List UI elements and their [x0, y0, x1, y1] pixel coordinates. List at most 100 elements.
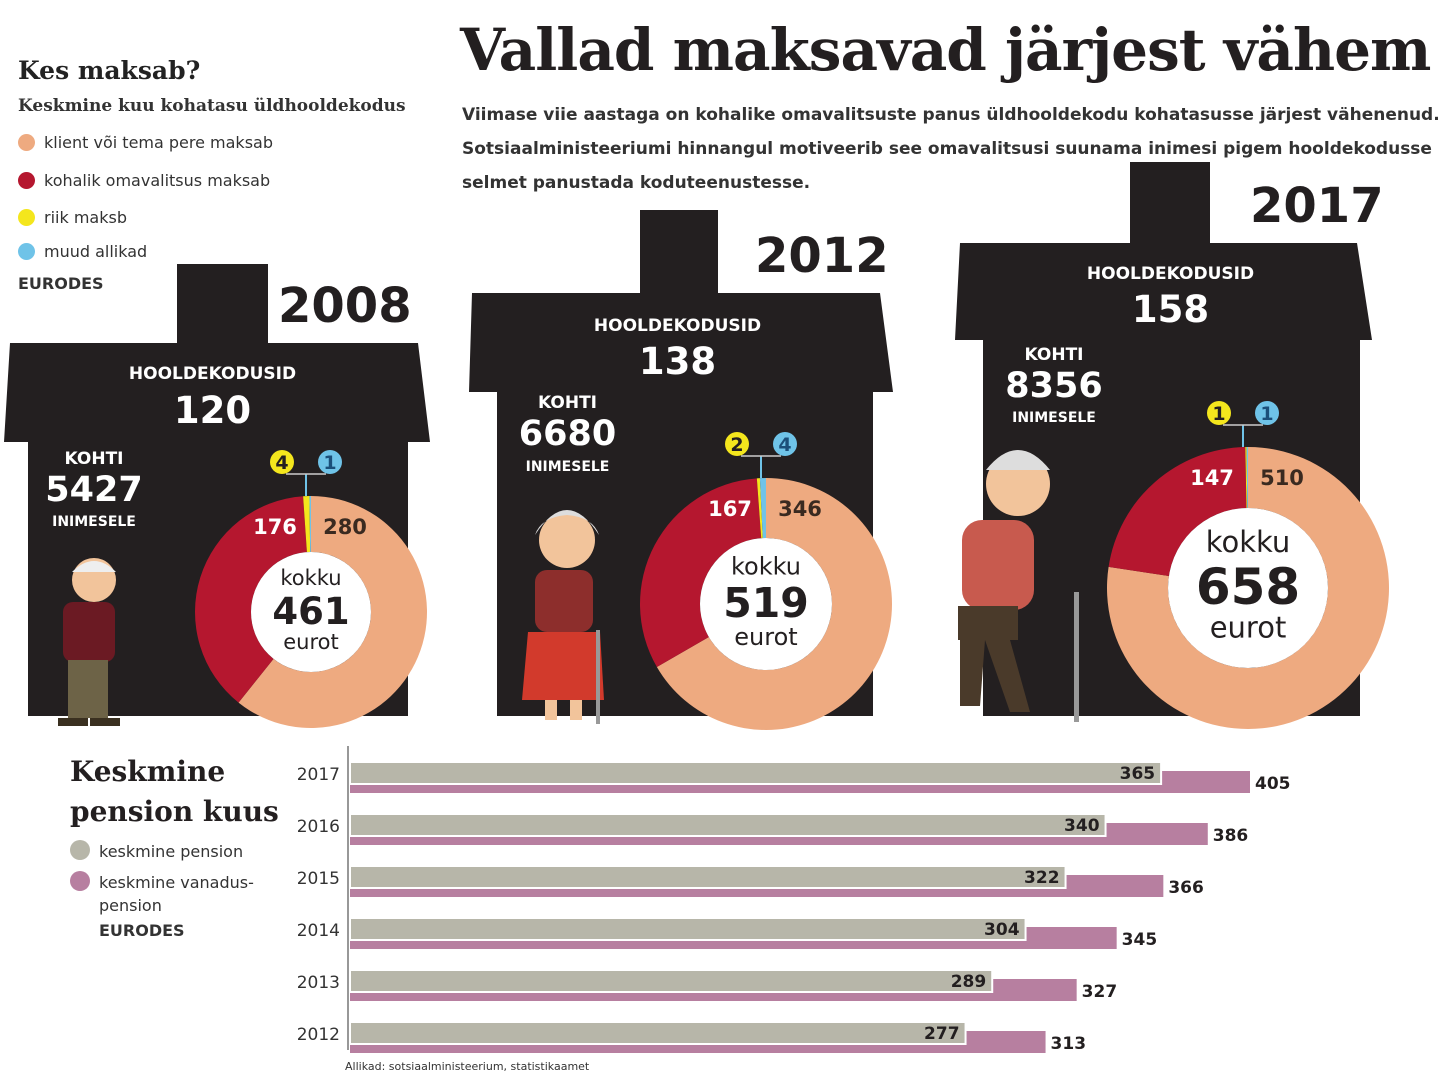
bar-row-2014: 2014 304 345	[297, 917, 1158, 950]
label-state-2008: 4	[275, 452, 288, 474]
bar-avg-pension-label: 322	[1024, 868, 1060, 888]
bar-old-age-pension-label: 366	[1168, 878, 1204, 898]
bar-year-label: 2014	[297, 921, 340, 941]
bar-year-label: 2017	[297, 765, 340, 785]
label-other-2008: 1	[323, 452, 336, 474]
bar-row-2017: 2017 365 405	[297, 761, 1291, 794]
intro-line-3: selmet panustada koduteenustesse.	[462, 173, 811, 193]
homes-value-2012: 138	[638, 340, 717, 383]
slice-other-2012	[759, 478, 766, 539]
slice-municipality-2017	[1108, 447, 1247, 577]
legend-item-municipality: kohalik omavalitsus maksab	[18, 171, 270, 190]
other-badge-2012	[773, 432, 797, 456]
slice-state-2017	[1245, 447, 1248, 509]
bar-old-age-pension-label: 405	[1255, 774, 1291, 794]
slice-client-2012	[656, 478, 893, 731]
bar-row-2013: 2013 289 327	[297, 969, 1118, 1002]
other-badge-2017	[1255, 401, 1279, 425]
bar-year-label: 2016	[297, 817, 340, 837]
total-bottom-2008: eurot	[283, 630, 338, 654]
other-dot-icon	[18, 243, 35, 260]
bar-year-label: 2012	[297, 1025, 340, 1045]
label-other-2012: 4	[778, 434, 791, 456]
bar-avg-pension	[349, 761, 1163, 785]
year-2017: 2017	[1250, 178, 1384, 234]
pension-avg-dot-icon	[70, 840, 90, 860]
homes-value-2008: 120	[173, 389, 252, 432]
state-dot-icon	[18, 209, 35, 226]
legend-subtitle: Keskmine kuu kohatasu üldhooldekodus	[18, 96, 406, 116]
bar-avg-pension-label: 277	[924, 1024, 960, 1044]
total-top-2012: kokku	[731, 552, 801, 580]
bar-old-age-pension-label: 345	[1122, 930, 1158, 950]
label-state-2012: 2	[730, 434, 743, 456]
pension-bar-chart: 2017 365 405 2016 340 386 2015 322 366 2014 304 345…	[297, 746, 1291, 1054]
municipality-dot-icon	[18, 172, 35, 189]
client-dot-icon	[18, 134, 35, 151]
donut-hole-2008	[251, 552, 371, 672]
legend-unit: EURODES	[18, 274, 104, 293]
per-people-label-2017: INIMESELE	[1012, 410, 1096, 426]
total-value-2012: 519	[723, 579, 809, 627]
legend-item-other: muud allikad	[18, 242, 147, 261]
bar-avg-pension	[349, 969, 994, 993]
bar-old-age-pension-label: 386	[1213, 826, 1249, 846]
bar-row-2012: 2012 277 313	[297, 1021, 1087, 1054]
bar-avg-pension-label: 340	[1064, 816, 1100, 836]
total-bottom-2012: eurot	[734, 623, 797, 651]
bar-old-age-pension-label: 327	[1082, 982, 1118, 1002]
per-people-label-2012: INIMESELE	[525, 459, 610, 475]
homes-label-2008: HOOLDEKODUSID	[128, 364, 297, 384]
total-top-2008: kokku	[280, 566, 341, 590]
bar-avg-pension-label: 365	[1120, 764, 1156, 784]
slice-client-2017	[1107, 447, 1389, 730]
source-note: Allikad: sotsiaalministeerium, statistik…	[345, 1060, 590, 1073]
slice-municipality-2012	[640, 478, 762, 667]
label-client-2008: 280	[323, 515, 367, 539]
places-label-2017: KOHTI	[1024, 345, 1084, 365]
bar-year-label: 2015	[297, 869, 340, 889]
bar-year-label: 2013	[297, 973, 340, 993]
state-badge-2017	[1207, 401, 1231, 425]
pension-unit: EURODES	[99, 921, 185, 940]
places-value-2017: 8356	[1005, 366, 1103, 406]
total-bottom-2017: eurot	[1210, 611, 1287, 645]
donut-hole-2012	[700, 538, 832, 670]
bar-avg-pension	[349, 917, 1027, 941]
homes-label-2012: HOOLDEKODUSID	[593, 316, 762, 336]
homes-value-2017: 158	[1131, 288, 1210, 331]
pension-old-age-dot-icon	[70, 871, 90, 891]
other-badge-2008	[318, 450, 342, 474]
places-label-2012: KOHTI	[537, 393, 597, 413]
legend-item-client: klient või tema pere maksab	[18, 133, 273, 152]
bar-avg-pension	[349, 813, 1107, 837]
elderly-woman-2012-icon	[522, 510, 604, 724]
year-2012: 2012	[755, 228, 889, 284]
main-title: Vallad maksavad järjest vähem	[460, 16, 1431, 84]
homes-label-2017: HOOLDEKODUSID	[1086, 264, 1255, 284]
bar-avg-pension-label: 304	[984, 920, 1020, 940]
slice-state-2012	[756, 478, 763, 539]
label-other-2017: 1	[1260, 403, 1273, 425]
intro-line-2: Sotsiaalministeeriumi hinnangul motiveer…	[462, 139, 1432, 159]
places-value-2012: 6680	[518, 414, 617, 454]
label-client-2012: 346	[778, 497, 822, 521]
intro-text: Viimase viie aastaga on kohalike omavali…	[462, 98, 1442, 200]
label-municipality-2008: 176	[253, 515, 297, 539]
bar-avg-pension	[349, 865, 1067, 889]
legend-title: Kes maksab?	[18, 56, 201, 85]
label-client-2017: 510	[1260, 466, 1304, 490]
elderly-man-2008-icon	[58, 558, 120, 726]
year-2008: 2008	[278, 278, 412, 334]
total-value-2008: 461	[272, 590, 349, 633]
state-badge-2012	[725, 432, 749, 456]
legend-item-state: riik maksb	[18, 208, 127, 227]
slice-state-2008	[303, 496, 311, 553]
elderly-man-2017-icon	[958, 450, 1079, 722]
places-label-2008: KOHTI	[64, 449, 124, 469]
bar-old-age-pension-label: 313	[1051, 1034, 1087, 1054]
total-value-2017: 658	[1196, 558, 1300, 616]
